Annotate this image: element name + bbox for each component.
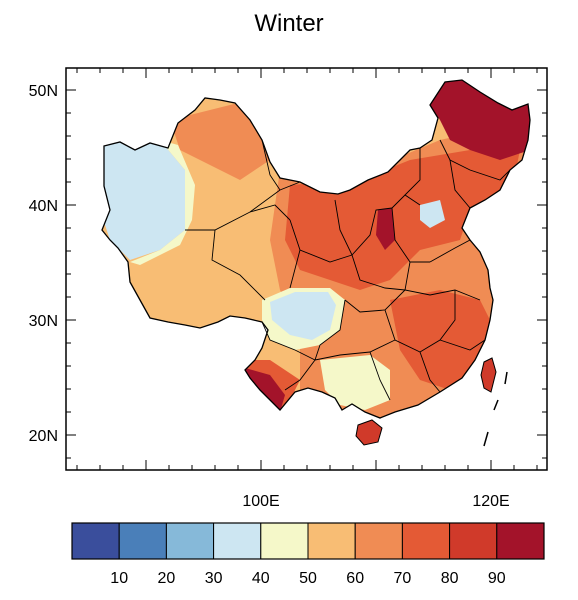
y-tick-label: 40N <box>29 198 58 215</box>
colorbar-label: 80 <box>441 570 459 587</box>
province-border <box>384 290 456 353</box>
province-border <box>289 249 301 289</box>
province-borders <box>185 139 511 401</box>
hainan-island <box>355 419 383 446</box>
x-axis-ticks: 100E 120E <box>76 68 538 510</box>
field-40-beijing <box>420 200 445 228</box>
province-border <box>404 261 481 301</box>
y-tick-label: 30N <box>29 313 58 330</box>
field-90-southwest <box>245 368 285 412</box>
map-title: Winter <box>254 10 324 37</box>
province-border <box>429 239 471 263</box>
province-border <box>261 139 281 191</box>
island-dash <box>493 399 499 411</box>
colorbar: 10 20 30 40 50 60 70 80 90 <box>71 522 545 587</box>
colorbar-label: 90 <box>488 570 506 587</box>
province-border <box>344 289 406 313</box>
province-border <box>351 254 406 291</box>
field-40-sichuan <box>270 292 336 340</box>
colorbar-swatch <box>496 522 545 560</box>
province-border <box>449 159 471 209</box>
province-border <box>369 351 391 401</box>
colorbar-label: 30 <box>205 570 223 587</box>
province-border <box>391 207 430 263</box>
province-border <box>314 339 396 361</box>
x-tick-label: 120E <box>472 493 509 510</box>
province-border <box>334 199 353 256</box>
province-border <box>289 219 353 263</box>
colorbar-swatch <box>118 522 167 560</box>
field-80-south <box>390 290 495 390</box>
colorbar-label: 50 <box>299 570 317 587</box>
province-border <box>439 339 486 351</box>
colorbar-label: 20 <box>158 570 176 587</box>
y-tick-label: 20N <box>29 428 58 445</box>
province-border <box>351 207 393 256</box>
field-90-central <box>376 208 395 250</box>
island-dash <box>483 431 489 447</box>
colorbar-label: 10 <box>110 570 128 587</box>
province-border <box>439 139 511 181</box>
colorbar-label: 40 <box>252 570 270 587</box>
y-tick-label: 50N <box>29 83 58 100</box>
x-tick-label: 100E <box>242 493 279 510</box>
colorbar-label: 70 <box>394 570 412 587</box>
colorbar-swatch <box>307 522 356 560</box>
field-40-west <box>102 140 185 260</box>
colorbar-swatch <box>401 522 451 560</box>
island-dash <box>504 371 508 385</box>
province-border <box>211 229 266 301</box>
province-border <box>404 148 421 196</box>
colorbar-frame <box>71 522 545 560</box>
colorbar-swatch <box>449 522 498 560</box>
colorbar-swatch <box>213 522 262 560</box>
field-70-west <box>170 100 270 180</box>
taiwan-island <box>480 357 497 393</box>
colorbar-label: 60 <box>346 570 364 587</box>
y-axis-ticks: 50N 40N 30N 20N <box>29 83 547 459</box>
colorbar-swatch <box>165 522 215 560</box>
province-border <box>261 321 316 391</box>
province-border <box>419 351 441 393</box>
colorbar-swatch <box>260 522 309 560</box>
province-border <box>314 299 346 361</box>
colorbar-swatch <box>71 522 120 560</box>
field-50-south <box>320 355 390 410</box>
colorbar-swatch <box>354 522 403 560</box>
